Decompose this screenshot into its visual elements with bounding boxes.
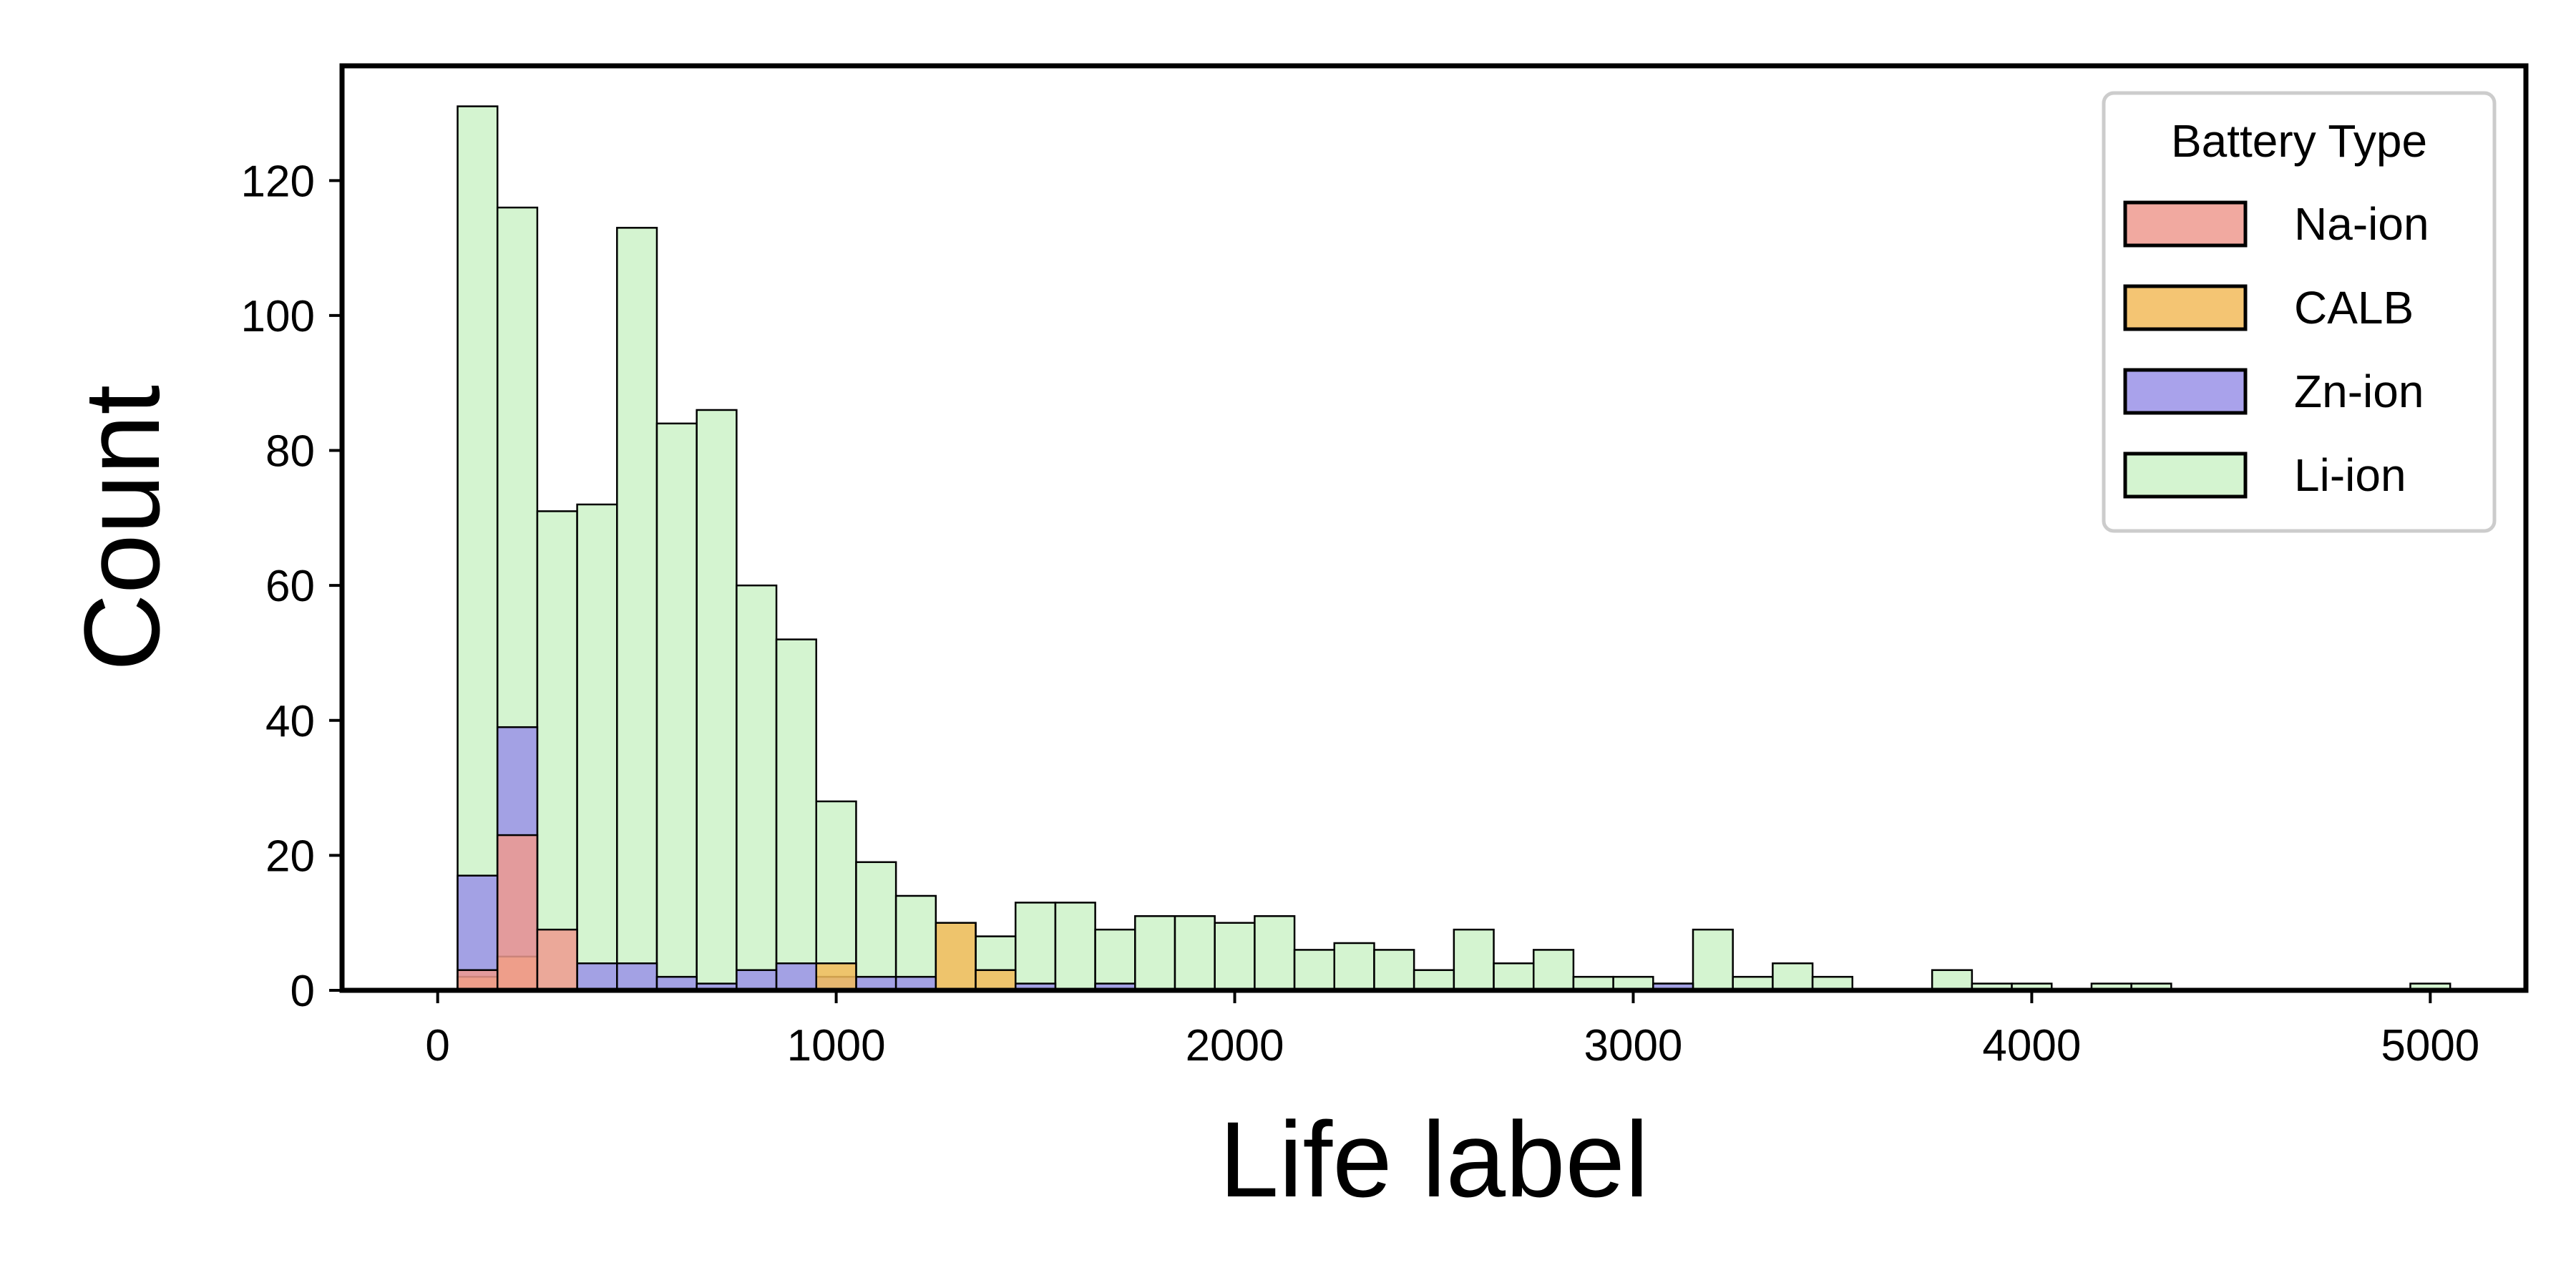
legend-items: Na-ion CALB Zn-ion Li-ion (2123, 198, 2429, 501)
y-tick-label: 20 (265, 831, 315, 881)
legend-swatch-calb (2123, 284, 2248, 331)
y-tick-label: 120 (241, 157, 315, 206)
y-axis-ticks: 0 20 40 60 80 100 120 (241, 157, 342, 1016)
y-tick-label: 60 (265, 562, 315, 611)
bar-zn-ion (616, 962, 658, 992)
bar-li-ion (894, 894, 937, 992)
legend-label-na-ion: Na-ion (2294, 198, 2429, 250)
bar-li-ion (576, 503, 618, 992)
y-tick-label: 80 (265, 427, 315, 477)
bar-li-ion (1373, 949, 1415, 992)
bar-li-ion (1094, 928, 1136, 992)
bar-li-ion (1413, 969, 1455, 992)
legend-swatch-li-ion (2123, 452, 2248, 499)
bar-li-ion (1931, 969, 1974, 992)
x-tick-label: 5000 (2381, 1021, 2479, 1070)
bar-li-ion (457, 105, 499, 992)
legend-swatch-na-ion (2123, 200, 2248, 248)
bar-calb (815, 962, 857, 992)
bar-na-ion (457, 969, 499, 992)
bars-layer (457, 105, 2451, 992)
bar-li-ion (1054, 902, 1096, 992)
bar-li-ion (696, 409, 738, 992)
bar-zn-ion (576, 962, 618, 992)
legend-label-calb: CALB (2294, 282, 2414, 333)
x-axis-title: Life label (1219, 1099, 1649, 1219)
bar-li-ion (1214, 922, 1256, 992)
y-tick-label: 40 (265, 697, 315, 746)
x-tick-label: 4000 (1982, 1021, 2081, 1070)
bar-li-ion (855, 861, 897, 992)
bar-li-ion (1772, 962, 1814, 992)
bar-li-ion (1493, 962, 1535, 992)
legend-label-zn-ion: Zn-ion (2294, 366, 2424, 417)
bar-li-ion (736, 584, 778, 992)
bar-li-ion (775, 638, 818, 992)
bar-zn-ion (775, 962, 818, 992)
plot-frame (339, 63, 2529, 993)
legend: Battery Type Na-ion CALB Zn-ion Li-ion (2102, 91, 2497, 533)
bar-li-ion (1014, 902, 1057, 992)
bar-li-ion (655, 422, 698, 992)
bar-li-ion (1333, 942, 1375, 992)
legend-title: Battery Type (2171, 115, 2427, 167)
x-tick-label: 0 (425, 1021, 449, 1070)
x-tick-label: 2000 (1186, 1021, 1284, 1070)
y-tick-label: 100 (241, 292, 315, 341)
y-tick-label: 0 (291, 967, 315, 1016)
bar-li-ion (815, 800, 857, 992)
bar-li-ion (1293, 949, 1336, 992)
legend-swatch-zn-ion (2123, 368, 2248, 415)
x-tick-label: 1000 (787, 1021, 886, 1070)
series-na-ion (457, 834, 578, 992)
bar-li-ion (616, 227, 658, 992)
legend-label-li-ion: Li-ion (2294, 449, 2406, 501)
bar-zn-ion (736, 969, 778, 992)
bar-li-ion (1453, 928, 1495, 992)
bar-li-ion (1692, 928, 1734, 992)
bar-li-ion (1254, 915, 1296, 992)
bar-li-ion (536, 510, 578, 992)
bar-calb (975, 969, 1017, 992)
bar-li-ion (1174, 915, 1216, 992)
bar-na-ion (496, 834, 539, 992)
bar-calb (935, 922, 977, 992)
bar-na-ion (536, 928, 578, 992)
bar-li-ion (1532, 949, 1575, 992)
y-axis-title: Count (62, 385, 182, 671)
x-axis-ticks: 0 1000 2000 3000 4000 5000 (425, 990, 2479, 1070)
x-tick-label: 3000 (1584, 1021, 1682, 1070)
bar-li-ion (1134, 915, 1176, 992)
